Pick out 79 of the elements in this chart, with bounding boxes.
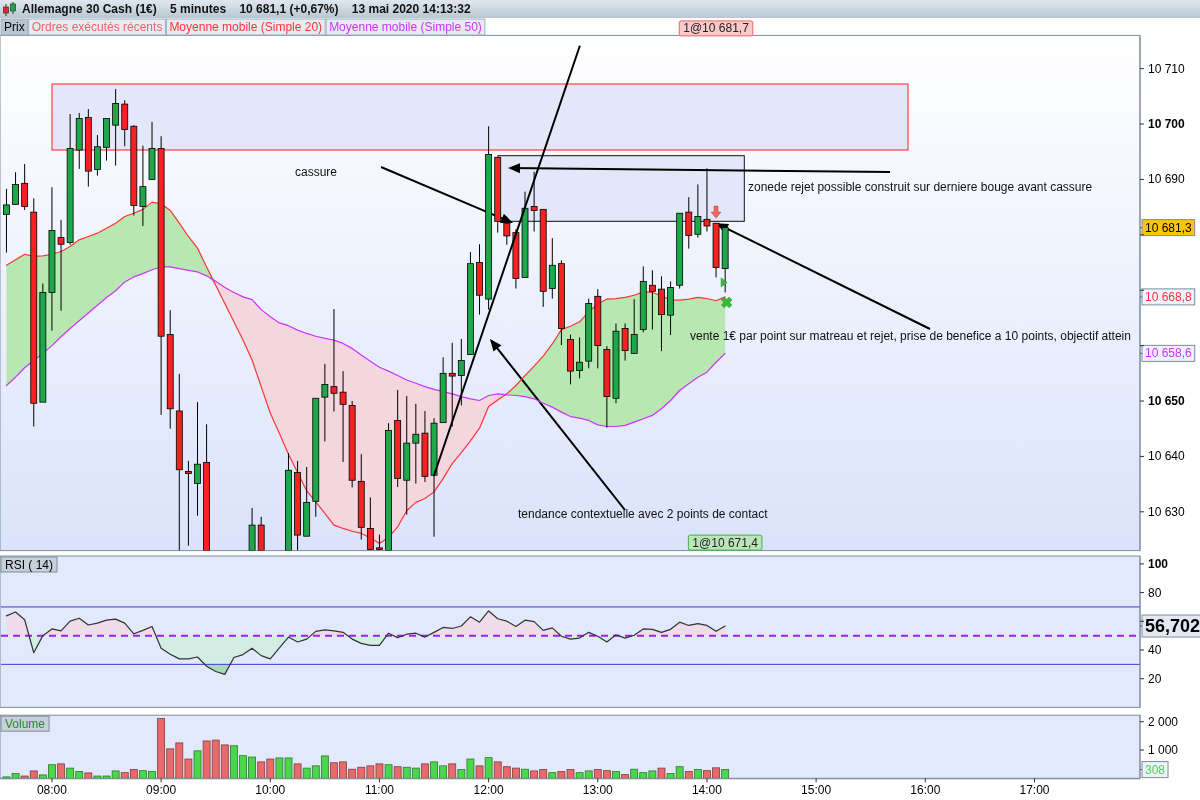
- bar: [484, 757, 493, 779]
- bar: [393, 766, 402, 779]
- candlestick: [503, 216, 511, 246]
- bar: [57, 763, 65, 779]
- candlestick: [12, 171, 19, 205]
- candlestick: [412, 403, 420, 485]
- candlestick: [548, 237, 556, 300]
- text: 56,702: [1145, 616, 1200, 637]
- x-tick-label: 15:00: [801, 783, 832, 798]
- candlestick: [576, 336, 583, 379]
- annotation: zonede rejet possible construit sur derniere bouge avant cassure: [748, 180, 1093, 194]
- candlestick: [139, 145, 147, 227]
- candlestick: [112, 88, 120, 167]
- x-tick-label: 17:00: [1019, 783, 1050, 798]
- y-tick-label: 10 700: [1148, 117, 1186, 132]
- text: Moyenne mobile (Simple 20): [169, 20, 323, 34]
- bar: [421, 763, 429, 779]
- text: Moyenne mobile (Simple 50): [329, 20, 482, 34]
- annotation: 1@10 671,4: [692, 535, 759, 550]
- x-tick-label: 08:00: [36, 783, 68, 798]
- y-tick-label: 40: [1148, 643, 1162, 657]
- text: 308: [1145, 762, 1166, 777]
- text: Prix: [4, 20, 25, 34]
- bar: [548, 772, 557, 779]
- bar: [612, 771, 620, 779]
- bar: [84, 772, 93, 779]
- candlestick: [648, 269, 656, 331]
- bar: [193, 750, 202, 779]
- candlestick: [630, 298, 638, 354]
- bar: [693, 769, 702, 779]
- bar: [293, 763, 302, 779]
- point: [721, 296, 733, 309]
- candlestick: [448, 342, 456, 428]
- x-tick-label: 13:00: [582, 783, 614, 798]
- chart-title: Volume: [5, 716, 46, 731]
- candlestick: [21, 163, 29, 211]
- x-tick-label: 11:00: [364, 783, 395, 798]
- chart-title: RSI ( 14): [5, 557, 54, 572]
- bar: [521, 768, 529, 779]
- text: 10 668,8: [1145, 289, 1193, 304]
- annotation: cassure: [294, 165, 338, 179]
- candlestick: [185, 460, 192, 547]
- y-tick-label: 10 650: [1148, 394, 1186, 409]
- x-tick-label: 12:00: [473, 783, 504, 798]
- y-tick-label: 10 630: [1148, 504, 1186, 519]
- y-tick-label: 20: [1148, 671, 1162, 686]
- candlestick: [94, 134, 101, 177]
- candlestick: [685, 196, 693, 250]
- y-tick-label: 80: [1148, 585, 1162, 600]
- candlestick: [366, 496, 374, 551]
- text: 10 658,6: [1145, 346, 1193, 361]
- y-tick-label: 1 000: [1148, 743, 1179, 757]
- chart-title: Allemagne 30 Cash (1€) 5 minutes 10 681,1 (+0,67%) 13 mai 2020 14:13:32: [22, 2, 471, 16]
- text: 10 681,3: [1145, 220, 1193, 235]
- x-tick-label: 10:00: [255, 783, 286, 798]
- bar: [475, 765, 484, 779]
- x-tick-label: 14:00: [691, 783, 723, 798]
- y-tick-label: 10 690: [1148, 172, 1186, 187]
- bar: [721, 769, 730, 779]
- bar: [657, 767, 666, 779]
- annotation: vente 1€ par point sur matreau et rejet, prise de benefice a 10 points, objectif attein: [690, 329, 1131, 343]
- candlestick: [194, 401, 201, 517]
- text: Ordres exécutés récents: [31, 20, 163, 34]
- bar: [448, 763, 457, 779]
- x-tick-label: 16:00: [910, 783, 941, 798]
- y-tick-label: 10 710: [1148, 61, 1186, 76]
- annotation: tendance contextuelle avec 2 points de contact: [518, 507, 769, 521]
- candlestick: [3, 188, 10, 254]
- x-tick-label: 09:00: [146, 783, 177, 798]
- y-tick-label: 10 640: [1148, 449, 1186, 464]
- bar: [684, 771, 693, 779]
- bar: [384, 764, 393, 779]
- bar: [621, 774, 629, 779]
- point: [710, 205, 722, 219]
- y-tick-label: 100: [1148, 556, 1169, 571]
- line-series: [5, 610, 726, 675]
- y-tick-label: 2 000: [1148, 714, 1179, 729]
- text: 1@10 681,7: [683, 21, 750, 36]
- candlestick: [457, 338, 465, 406]
